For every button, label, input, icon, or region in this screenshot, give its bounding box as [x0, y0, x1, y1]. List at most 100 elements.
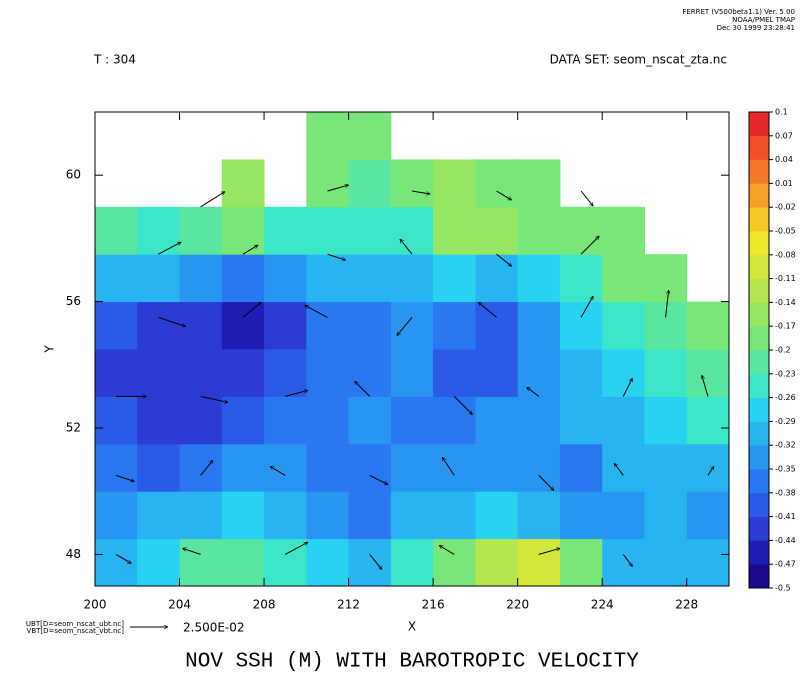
ssh-cell	[264, 254, 307, 303]
ssh-cell	[306, 301, 350, 350]
velocity-arrow	[580, 190, 593, 206]
chart-title: NOV SSH (M) WITH BAROTROPIC VELOCITY	[185, 651, 639, 674]
velocity-arrow	[158, 316, 185, 326]
ssh-cell	[517, 349, 561, 397]
ssh-cell	[179, 491, 223, 540]
colorbar-label: -0.32	[775, 441, 796, 450]
ssh-cell	[602, 254, 645, 303]
colorbar-label: -0.02	[775, 203, 796, 212]
ssh-cell	[221, 206, 265, 255]
ssh-cell	[559, 443, 603, 492]
ssh-cell	[517, 254, 561, 303]
header-line: Dec 30 1999 23:28:41	[717, 24, 795, 32]
ssh-cell	[348, 491, 392, 540]
velocity-arrow	[115, 474, 134, 481]
y-tick-label: 60	[66, 168, 81, 182]
ssh-cell	[517, 491, 561, 540]
ssh-cell	[137, 396, 181, 445]
colorbar-band	[749, 350, 769, 375]
colorbar-label: -0.2	[775, 346, 791, 355]
ssh-cell	[517, 396, 561, 445]
ssh-cell	[306, 159, 350, 208]
ssh-cell	[475, 396, 519, 445]
velocity-arrow	[284, 541, 308, 555]
ssh-cell	[559, 206, 603, 255]
x-tick-label: 208	[253, 598, 276, 612]
colorbar-label: 0.04	[775, 155, 793, 164]
ssh-cell	[306, 254, 350, 303]
colorbar-label: 0.07	[775, 131, 793, 140]
colorbar-label: -0.44	[775, 536, 796, 545]
velocity-arrow	[453, 396, 472, 414]
colorbar-band	[749, 278, 769, 303]
ssh-cell	[602, 206, 645, 255]
ssh-cell	[686, 538, 730, 587]
ssh-cell	[95, 443, 138, 492]
ssh-cell	[390, 396, 434, 445]
vector-source: VBT[D=seom_nscat_vbt.nc]	[27, 627, 125, 635]
colorbar-label: -0.08	[775, 250, 796, 259]
ssh-cell	[686, 443, 730, 492]
velocity-arrow	[369, 554, 382, 569]
ssh-cell	[348, 112, 392, 160]
velocity-arrow	[200, 191, 225, 208]
ssh-cell	[306, 538, 350, 587]
ssh-cell	[517, 443, 561, 492]
x-tick-label: 220	[506, 598, 529, 612]
ssh-cell	[221, 396, 265, 445]
x-tick-label: 212	[337, 598, 360, 612]
colorbar-band	[749, 231, 769, 256]
ssh-cell	[264, 206, 307, 255]
ssh-cell	[390, 491, 434, 540]
colorbar-band	[749, 302, 769, 327]
ssh-cell	[433, 206, 476, 255]
velocity-arrow	[355, 381, 371, 397]
ssh-cell	[644, 491, 688, 540]
colorbar-band	[749, 540, 769, 565]
ssh-cell	[602, 538, 645, 587]
colorbar-band	[749, 135, 769, 160]
ssh-cell	[264, 349, 307, 397]
ssh-cell	[475, 254, 519, 303]
colorbar-label: -0.11	[775, 274, 796, 283]
colorbar-band	[749, 159, 769, 184]
ssh-cell	[644, 301, 688, 350]
ssh-cell	[306, 491, 350, 540]
velocity-arrow	[538, 548, 560, 555]
ssh-cell	[179, 254, 223, 303]
ssh-cell	[390, 349, 434, 397]
ssh-cell	[95, 301, 138, 350]
y-axis-label: Y	[43, 345, 57, 354]
ssh-cell	[390, 443, 434, 492]
ssh-cell	[137, 443, 181, 492]
x-tick-label: 224	[591, 598, 614, 612]
ssh-cell	[559, 349, 603, 397]
ssh-cell	[221, 491, 265, 540]
ssh-cell	[475, 159, 519, 208]
ssh-cell	[390, 301, 434, 350]
ssh-cell	[433, 443, 476, 492]
ssh-cell	[559, 254, 603, 303]
ssh-cell	[348, 301, 392, 350]
ssh-cell	[602, 396, 645, 445]
y-tick-label: 52	[66, 421, 81, 435]
velocity-arrow	[115, 553, 131, 564]
ssh-cell	[644, 349, 688, 397]
velocity-arrow	[242, 302, 261, 318]
ssh-cell	[221, 159, 265, 208]
ssh-cell	[517, 206, 561, 255]
colorbar-band	[749, 254, 769, 279]
colorbar-band	[749, 445, 769, 470]
x-tick-label: 216	[422, 598, 445, 612]
ssh-cell	[390, 206, 434, 255]
ssh-cell	[348, 254, 392, 303]
colorbar-label: -0.47	[775, 560, 796, 569]
colorbar-label: -0.35	[775, 465, 796, 474]
ssh-cell	[137, 349, 181, 397]
ssh-cell	[306, 443, 350, 492]
velocity-arrow	[400, 239, 413, 255]
ssh-cell	[221, 443, 265, 492]
ssh-cell	[95, 396, 138, 445]
colorbar-label: -0.29	[775, 417, 796, 426]
